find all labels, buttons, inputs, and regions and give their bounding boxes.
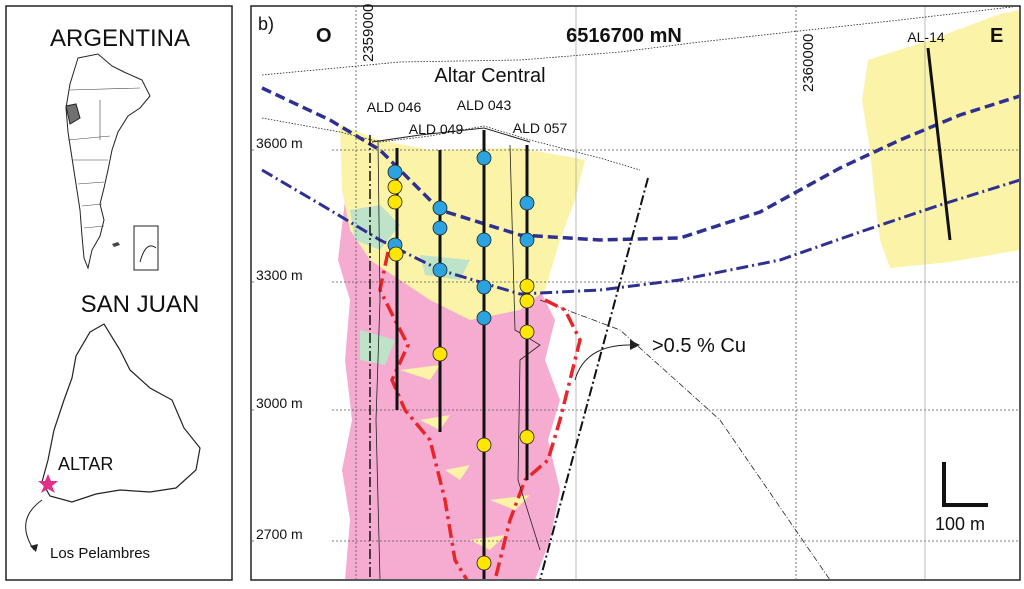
sample-yellow (477, 556, 491, 570)
elevation-label: 3300 m (256, 267, 303, 283)
sample-blue (477, 280, 491, 294)
figure: ARGENTINA SAN JUAN ALTAR Los Pelambres (0, 0, 1024, 584)
elevation-label: 2700 m (256, 526, 303, 542)
west-label: O (316, 25, 332, 47)
drill-hole-label: ALD 057 (513, 120, 568, 136)
sample-yellow (520, 294, 534, 308)
sample-yellow (388, 180, 402, 194)
sample-blue (433, 263, 447, 277)
easting-label: 2359000 (360, 4, 377, 62)
sample-blue (477, 311, 491, 325)
sample-blue (433, 221, 447, 235)
drill-hole-label: ALD 049 (409, 121, 464, 137)
sample-yellow (520, 430, 534, 444)
sample-blue (433, 201, 447, 215)
elevation-label: 3600 m (256, 135, 303, 151)
country-label: ARGENTINA (50, 25, 190, 52)
sample-blue (388, 165, 402, 179)
drill-hole-label: AL-14 (907, 29, 945, 45)
sample-yellow (520, 325, 534, 339)
sample-blue (520, 196, 534, 210)
drill-hole-label: ALD 046 (367, 99, 422, 115)
sample-blue (477, 151, 491, 165)
site-label: ALTAR (58, 454, 113, 474)
cu-annotation: >0.5 % Cu (652, 335, 746, 357)
sample-yellow (433, 347, 447, 361)
elevation-label: 3000 m (256, 395, 303, 411)
northing-label: 6516700 mN (566, 25, 682, 47)
scale-label: 100 m (935, 514, 985, 534)
sample-blue (477, 233, 491, 247)
deposit-label: Altar Central (434, 65, 545, 87)
sample-yellow (389, 247, 403, 261)
sample-blue (520, 233, 534, 247)
page: ARGENTINA SAN JUAN ALTAR Los Pelambres (0, 0, 1024, 584)
easting-label: 2360000 (800, 34, 817, 92)
sample-yellow (477, 438, 491, 452)
province-label: SAN JUAN (81, 291, 200, 318)
nearby-label: Los Pelambres (50, 545, 150, 562)
sample-yellow (520, 279, 534, 293)
drill-hole-label: ALD 043 (457, 97, 512, 113)
panel-label: b) (258, 14, 274, 34)
east-label: E (990, 25, 1003, 47)
sample-yellow (388, 195, 402, 209)
